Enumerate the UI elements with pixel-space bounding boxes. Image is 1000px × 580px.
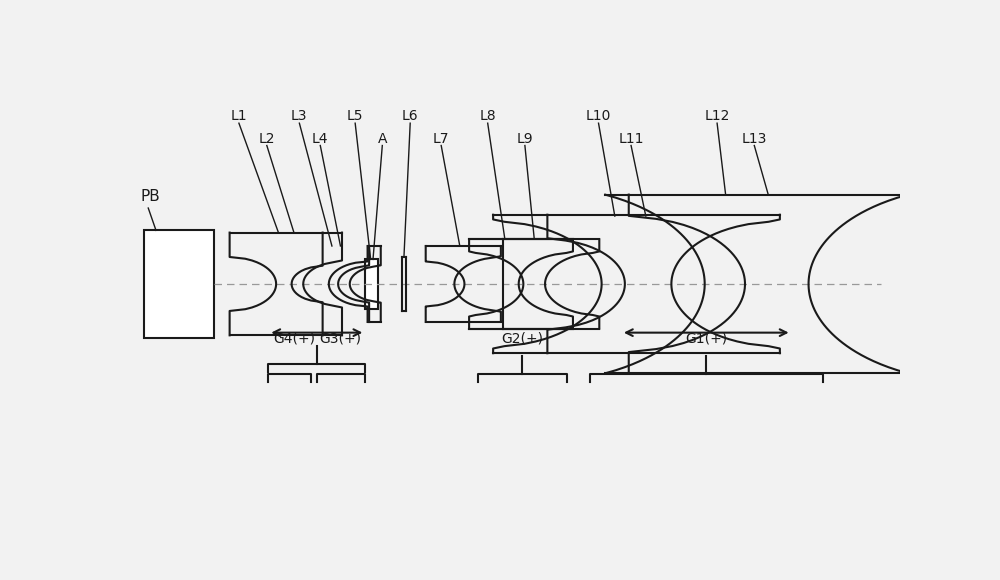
Text: L10: L10 (586, 109, 611, 123)
Text: L9: L9 (517, 132, 533, 146)
Text: L8: L8 (479, 109, 496, 123)
Bar (144, 230, 214, 338)
Text: G3(+): G3(+) (319, 332, 361, 346)
Text: L6: L6 (402, 109, 419, 123)
Text: L3: L3 (291, 109, 308, 123)
Text: L5: L5 (347, 109, 363, 123)
Text: L1: L1 (231, 109, 247, 123)
Text: L11: L11 (618, 132, 644, 146)
Text: L7: L7 (433, 132, 449, 146)
Text: G4(+): G4(+) (273, 332, 315, 346)
Text: A: A (378, 132, 387, 146)
Text: PB: PB (140, 188, 160, 204)
Text: L13: L13 (742, 132, 767, 146)
Text: G2(+): G2(+) (501, 332, 543, 346)
Text: L4: L4 (312, 132, 329, 146)
Bar (365, 259, 378, 309)
Text: G1(+): G1(+) (685, 332, 727, 346)
Text: L12: L12 (704, 109, 730, 123)
Text: L2: L2 (259, 132, 275, 146)
